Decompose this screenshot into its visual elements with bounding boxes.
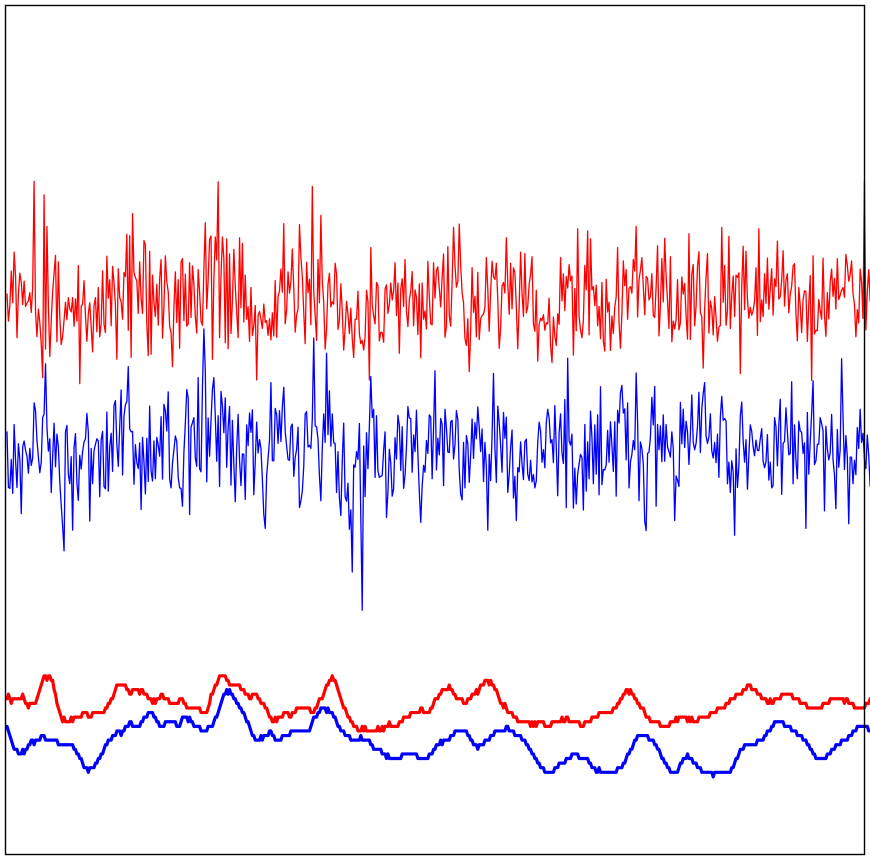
series-line-3 [5,674,870,733]
series-layer [5,180,870,779]
series-line-2 [6,328,870,611]
plot-frame [4,4,866,856]
series-line-4 [5,687,870,779]
series-line-1 [6,180,870,385]
